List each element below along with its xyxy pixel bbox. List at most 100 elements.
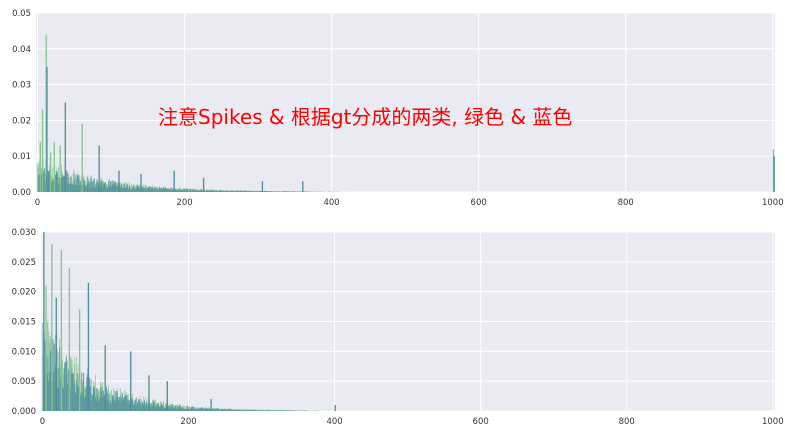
blue-bar (121, 397, 123, 411)
red-annotation-text: 注意Spikes & 根据gt分成的两类, 绿色 & 蓝色 (158, 105, 573, 129)
blue-bar (84, 397, 85, 411)
blue-bar (236, 190, 237, 192)
green-bar (298, 191, 300, 192)
blue-bar (49, 336, 51, 411)
blue-bar (68, 176, 70, 192)
blue-bar (245, 410, 247, 411)
blue-bar (176, 405, 178, 411)
blue-bar (239, 409, 241, 411)
blue-bar (136, 188, 137, 192)
blue-bar (283, 191, 284, 192)
blue-bar (193, 409, 195, 411)
blue-bar (288, 191, 290, 192)
blue-bar (80, 181, 81, 192)
blue-bar (184, 188, 186, 192)
blue-bar (73, 185, 75, 192)
blue-bar (154, 186, 156, 192)
blue-bar (177, 188, 179, 192)
blue-bar (281, 410, 283, 411)
blue-bar (143, 400, 145, 411)
blue-bar (160, 404, 162, 411)
blue-bar (290, 191, 292, 192)
blue-bar (204, 409, 206, 411)
green-bar (301, 410, 302, 411)
blue-bar (236, 190, 238, 192)
blue-bar (198, 407, 200, 411)
blue-bar (68, 369, 69, 411)
blue-bar (135, 399, 137, 411)
blue-bar (95, 187, 97, 192)
blue-bar (180, 408, 182, 411)
blue-bar (249, 191, 251, 192)
blue-bar (289, 410, 291, 411)
blue-bar (227, 190, 228, 192)
spike-bar (302, 181, 304, 192)
blue-bar (131, 189, 133, 192)
blue-bar (48, 170, 50, 192)
blue-bar (66, 173, 68, 192)
blue-bar (92, 386, 94, 411)
green-bar (102, 382, 104, 411)
blue-bar (57, 174, 59, 192)
blue-bar (38, 175, 40, 192)
green-bar (210, 189, 212, 192)
blue-bar (163, 187, 165, 192)
blue-bar (252, 191, 254, 192)
blue-bar (70, 373, 72, 411)
blue-bar (230, 191, 231, 192)
blue-bar (211, 190, 212, 192)
y-tick-label: 0.020 (12, 288, 36, 298)
blue-bar (102, 181, 104, 192)
y-tick-label: 0.05 (12, 9, 31, 19)
blue-bar (169, 188, 170, 192)
blue-bar (272, 410, 274, 411)
green-bar (208, 406, 210, 411)
blue-bar (58, 177, 60, 192)
blue-bar (274, 410, 276, 411)
blue-bar (295, 410, 297, 411)
blue-bar (247, 190, 249, 192)
blue-bar (147, 403, 149, 411)
y-tick-label: 0.04 (12, 45, 31, 55)
blue-bar (92, 395, 93, 411)
blue-bar (217, 409, 218, 411)
bottom-histogram-panel: 0 200 400 600 800 1000 0.000 0.005 0.010 0.015 0.0… (12, 228, 784, 427)
blue-bar (225, 190, 227, 192)
blue-bar (152, 188, 153, 192)
blue-bar (152, 187, 154, 192)
histogram-bars (37, 34, 775, 193)
blue-bar (96, 182, 98, 192)
blue-bar (192, 406, 194, 411)
blue-bar (231, 409, 233, 411)
blue-bar (180, 190, 181, 192)
green-bar (67, 174, 69, 192)
blue-bar (263, 191, 265, 192)
y-tick-label: 0.02 (12, 116, 31, 126)
blue-bar (196, 190, 198, 192)
green-bar (269, 409, 271, 411)
blue-bar (115, 181, 117, 192)
blue-bar (54, 343, 55, 411)
blue-bar (251, 190, 253, 192)
blue-bar (114, 182, 116, 192)
green-bar (299, 191, 301, 192)
blue-bar (259, 190, 261, 192)
green-bar (184, 405, 185, 411)
green-bar (176, 404, 177, 411)
blue-bar (258, 410, 260, 411)
blue-bar (173, 408, 175, 411)
blue-bar (186, 188, 188, 192)
blue-bar (181, 407, 183, 411)
blue-bar (282, 410, 283, 411)
green-bar (276, 191, 278, 192)
green-bar (143, 396, 145, 411)
blue-bar (137, 401, 139, 411)
blue-bar (189, 406, 191, 411)
blue-bar (192, 406, 193, 411)
blue-bar (241, 190, 243, 192)
blue-bar (76, 380, 77, 411)
blue-bar (285, 410, 287, 411)
blue-bar (124, 396, 126, 411)
blue-bar (110, 402, 112, 411)
blue-bar (141, 403, 143, 411)
